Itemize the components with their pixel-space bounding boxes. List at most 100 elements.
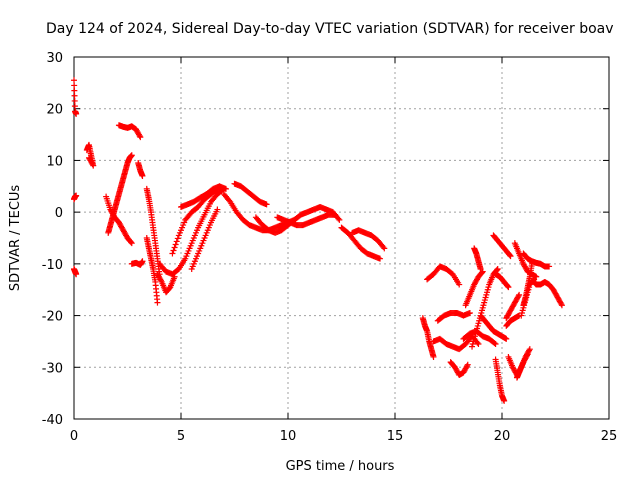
series-seg-ag	[492, 271, 512, 291]
data-point	[173, 238, 180, 245]
data-point	[380, 244, 387, 251]
data-point	[506, 252, 513, 259]
y-tick-label: 20	[46, 103, 63, 118]
data-point	[474, 339, 481, 346]
data-point	[139, 172, 146, 179]
x-tick-label: 15	[387, 429, 404, 444]
series-seg-f	[105, 152, 135, 236]
data-point	[377, 255, 384, 262]
data-point	[504, 283, 511, 290]
data-point	[526, 347, 533, 354]
series-seg-ae	[471, 245, 484, 273]
data-point	[158, 277, 165, 284]
data-point	[71, 103, 78, 110]
data-point	[503, 335, 510, 342]
data-point	[136, 132, 143, 139]
y-tick-label: -30	[42, 361, 63, 376]
series-seg-ap	[520, 260, 535, 309]
data-point	[558, 302, 565, 309]
data-point	[466, 309, 473, 316]
data-point	[154, 299, 161, 306]
data-point	[430, 353, 437, 360]
data-point	[139, 258, 146, 265]
y-tick-label: 30	[46, 51, 63, 66]
data-point	[226, 197, 233, 204]
series-seg-k	[143, 235, 161, 306]
data-point	[524, 351, 531, 358]
data-point	[503, 313, 510, 320]
y-tick-label: 0	[55, 206, 63, 221]
data-point	[464, 362, 471, 369]
series-seg-i	[135, 160, 146, 179]
data-point	[128, 152, 135, 159]
data-point	[494, 266, 501, 273]
data-point	[73, 271, 80, 278]
series-seg-t	[274, 211, 339, 229]
data-point	[172, 241, 179, 248]
series-seg-w	[419, 315, 437, 360]
data-point	[501, 397, 508, 404]
data-point	[523, 352, 530, 359]
series-seg-a	[71, 77, 80, 117]
series-seg-r	[231, 180, 270, 208]
series-seg-aj	[503, 312, 523, 329]
data-point	[71, 92, 78, 99]
data-point	[456, 281, 463, 288]
series-seg-ar	[513, 351, 531, 381]
y-tick-label: -20	[42, 310, 63, 325]
data-point	[169, 250, 176, 257]
data-point	[505, 284, 512, 291]
data-point	[507, 253, 514, 260]
data-point	[336, 216, 343, 223]
data-point	[71, 77, 77, 84]
data-point	[546, 263, 553, 270]
series-seg-x	[424, 263, 463, 288]
series-seg-l	[154, 271, 178, 296]
data-point	[86, 156, 93, 163]
x-tick-label: 10	[280, 429, 297, 444]
data-point	[503, 315, 510, 322]
data-point	[475, 341, 482, 348]
data-point	[171, 244, 178, 251]
data-point	[174, 235, 181, 242]
series-seg-g	[115, 122, 144, 141]
data-point	[479, 269, 486, 276]
data-point	[222, 185, 229, 192]
y-tick-label: 10	[46, 154, 63, 169]
data-point	[128, 240, 135, 247]
x-tick-label: 20	[494, 429, 511, 444]
series-seg-v	[349, 227, 388, 252]
data-point	[492, 341, 499, 348]
series-seg-d	[83, 141, 97, 169]
series-seg-j	[143, 185, 163, 278]
data-points	[71, 77, 565, 404]
series-seg-h	[128, 258, 146, 268]
data-point	[494, 266, 501, 273]
y-tick-label: -40	[42, 413, 63, 428]
data-point	[335, 215, 342, 222]
axis-ticks	[73, 56, 610, 420]
data-point	[526, 346, 533, 353]
plot-frame	[73, 56, 610, 420]
series-seg-b	[71, 192, 80, 203]
series-seg-s	[252, 203, 343, 236]
y-axis-label: SDTVAR / TECUs	[8, 185, 23, 292]
chart-title: Day 124 of 2024, Sidereal Day-to-day VTE…	[46, 21, 614, 37]
data-point	[332, 211, 339, 218]
series-seg-ao	[531, 278, 565, 309]
series-seg-p	[188, 206, 221, 273]
series-seg-af	[477, 312, 510, 342]
series-seg-aq	[503, 291, 523, 322]
series-seg-ai	[492, 356, 508, 404]
data-point	[477, 266, 484, 273]
data-point	[73, 192, 80, 199]
data-point	[491, 340, 498, 347]
data-point	[73, 110, 80, 117]
data-point	[520, 302, 527, 309]
x-tick-label: 5	[177, 429, 185, 444]
data-point	[558, 300, 565, 307]
series-seg-c	[71, 266, 80, 278]
y-tick-label: -10	[42, 258, 63, 273]
data-point	[381, 245, 388, 252]
